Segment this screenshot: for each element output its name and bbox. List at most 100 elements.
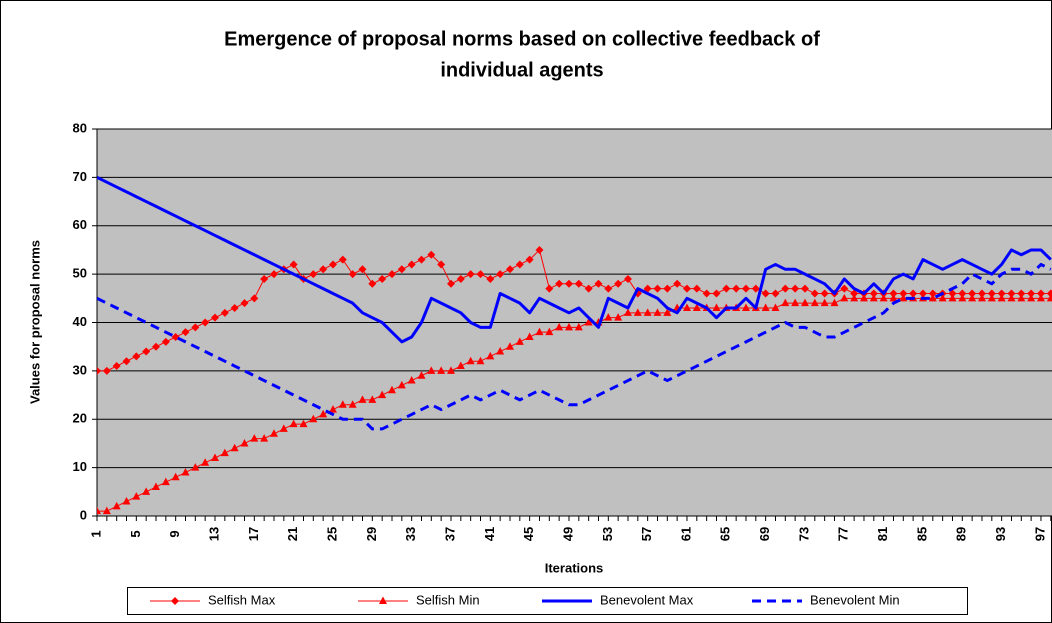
x-tick-label: 93 xyxy=(993,527,1008,541)
x-tick-label: 73 xyxy=(796,527,811,541)
y-tick-label: 20 xyxy=(73,411,87,426)
marker xyxy=(427,366,436,374)
marker xyxy=(771,303,780,311)
marker xyxy=(250,434,259,442)
marker xyxy=(682,303,691,311)
x-tick-label: 29 xyxy=(364,527,379,541)
marker xyxy=(378,274,387,283)
marker xyxy=(673,279,682,288)
marker xyxy=(446,366,455,374)
x-tick-label: 33 xyxy=(403,527,418,541)
marker xyxy=(368,279,377,288)
marker xyxy=(181,467,190,476)
marker xyxy=(161,477,170,486)
marker xyxy=(309,414,318,423)
marker xyxy=(466,270,475,279)
marker xyxy=(732,284,741,293)
marker xyxy=(800,298,809,307)
marker xyxy=(1027,293,1036,302)
chart-title: Emergence of proposal norms based on col… xyxy=(224,28,820,50)
x-tick-label: 1 xyxy=(88,530,103,537)
marker xyxy=(1036,293,1045,302)
y-tick-label: 50 xyxy=(73,266,87,281)
marker xyxy=(387,385,396,394)
marker xyxy=(830,298,839,307)
marker xyxy=(142,347,151,356)
marker xyxy=(918,289,927,298)
marker xyxy=(201,318,210,327)
marker xyxy=(407,260,416,269)
marker xyxy=(869,289,878,298)
marker xyxy=(446,279,455,288)
marker xyxy=(289,419,298,428)
marker xyxy=(181,328,190,337)
x-tick-label: 25 xyxy=(324,527,339,541)
marker xyxy=(771,289,780,298)
y-axis-title: Values for proposal norms xyxy=(27,240,42,404)
marker xyxy=(289,260,298,269)
x-tick-label: 5 xyxy=(128,530,143,537)
marker xyxy=(338,255,347,264)
marker xyxy=(515,260,524,269)
marker xyxy=(220,308,229,317)
marker xyxy=(230,303,239,312)
marker xyxy=(840,293,849,302)
marker xyxy=(496,270,505,279)
x-tick-label: 17 xyxy=(246,527,261,541)
marker xyxy=(977,293,986,302)
legend-label: Benevolent Min xyxy=(810,592,900,607)
x-tick-label: 49 xyxy=(560,527,575,541)
marker xyxy=(604,284,613,293)
marker xyxy=(210,313,219,322)
marker xyxy=(348,270,357,279)
marker xyxy=(889,293,898,302)
marker xyxy=(171,597,179,605)
x-tick-label: 45 xyxy=(521,527,536,541)
x-tick-label: 69 xyxy=(757,527,772,541)
marker xyxy=(928,293,937,302)
x-tick-label: 13 xyxy=(206,527,221,541)
x-tick-label: 85 xyxy=(914,527,929,541)
marker xyxy=(97,366,101,375)
marker xyxy=(899,289,908,298)
marker xyxy=(741,284,750,293)
marker xyxy=(486,274,495,283)
marker xyxy=(682,284,691,293)
legend-label: Benevolent Max xyxy=(600,592,694,607)
marker xyxy=(269,270,278,279)
marker xyxy=(909,289,918,298)
marker xyxy=(476,356,485,365)
marker xyxy=(712,303,721,311)
marker xyxy=(614,313,623,321)
marker xyxy=(859,293,868,302)
marker xyxy=(663,308,672,316)
marker xyxy=(623,308,632,316)
marker xyxy=(623,274,632,283)
marker xyxy=(948,293,957,302)
marker xyxy=(545,284,554,293)
marker xyxy=(1046,293,1052,302)
marker xyxy=(643,308,652,316)
marker xyxy=(505,342,514,350)
marker xyxy=(820,298,829,307)
marker xyxy=(525,332,534,341)
marker xyxy=(584,318,593,326)
marker xyxy=(604,313,613,321)
x-tick-label: 97 xyxy=(1032,527,1047,541)
marker xyxy=(122,357,131,366)
marker xyxy=(368,395,377,403)
x-axis-title: Iterations xyxy=(545,560,604,575)
y-tick-label: 70 xyxy=(73,169,87,184)
marker xyxy=(309,270,318,279)
marker xyxy=(378,390,387,399)
marker xyxy=(663,284,672,293)
y-tick-label: 60 xyxy=(73,217,87,232)
x-tick-label: 57 xyxy=(639,527,654,541)
marker xyxy=(948,289,957,298)
marker xyxy=(997,289,1006,298)
marker xyxy=(653,308,662,316)
x-tick-label: 9 xyxy=(167,530,182,537)
marker xyxy=(151,342,160,351)
x-tick-label: 37 xyxy=(442,527,457,541)
marker xyxy=(761,303,770,311)
